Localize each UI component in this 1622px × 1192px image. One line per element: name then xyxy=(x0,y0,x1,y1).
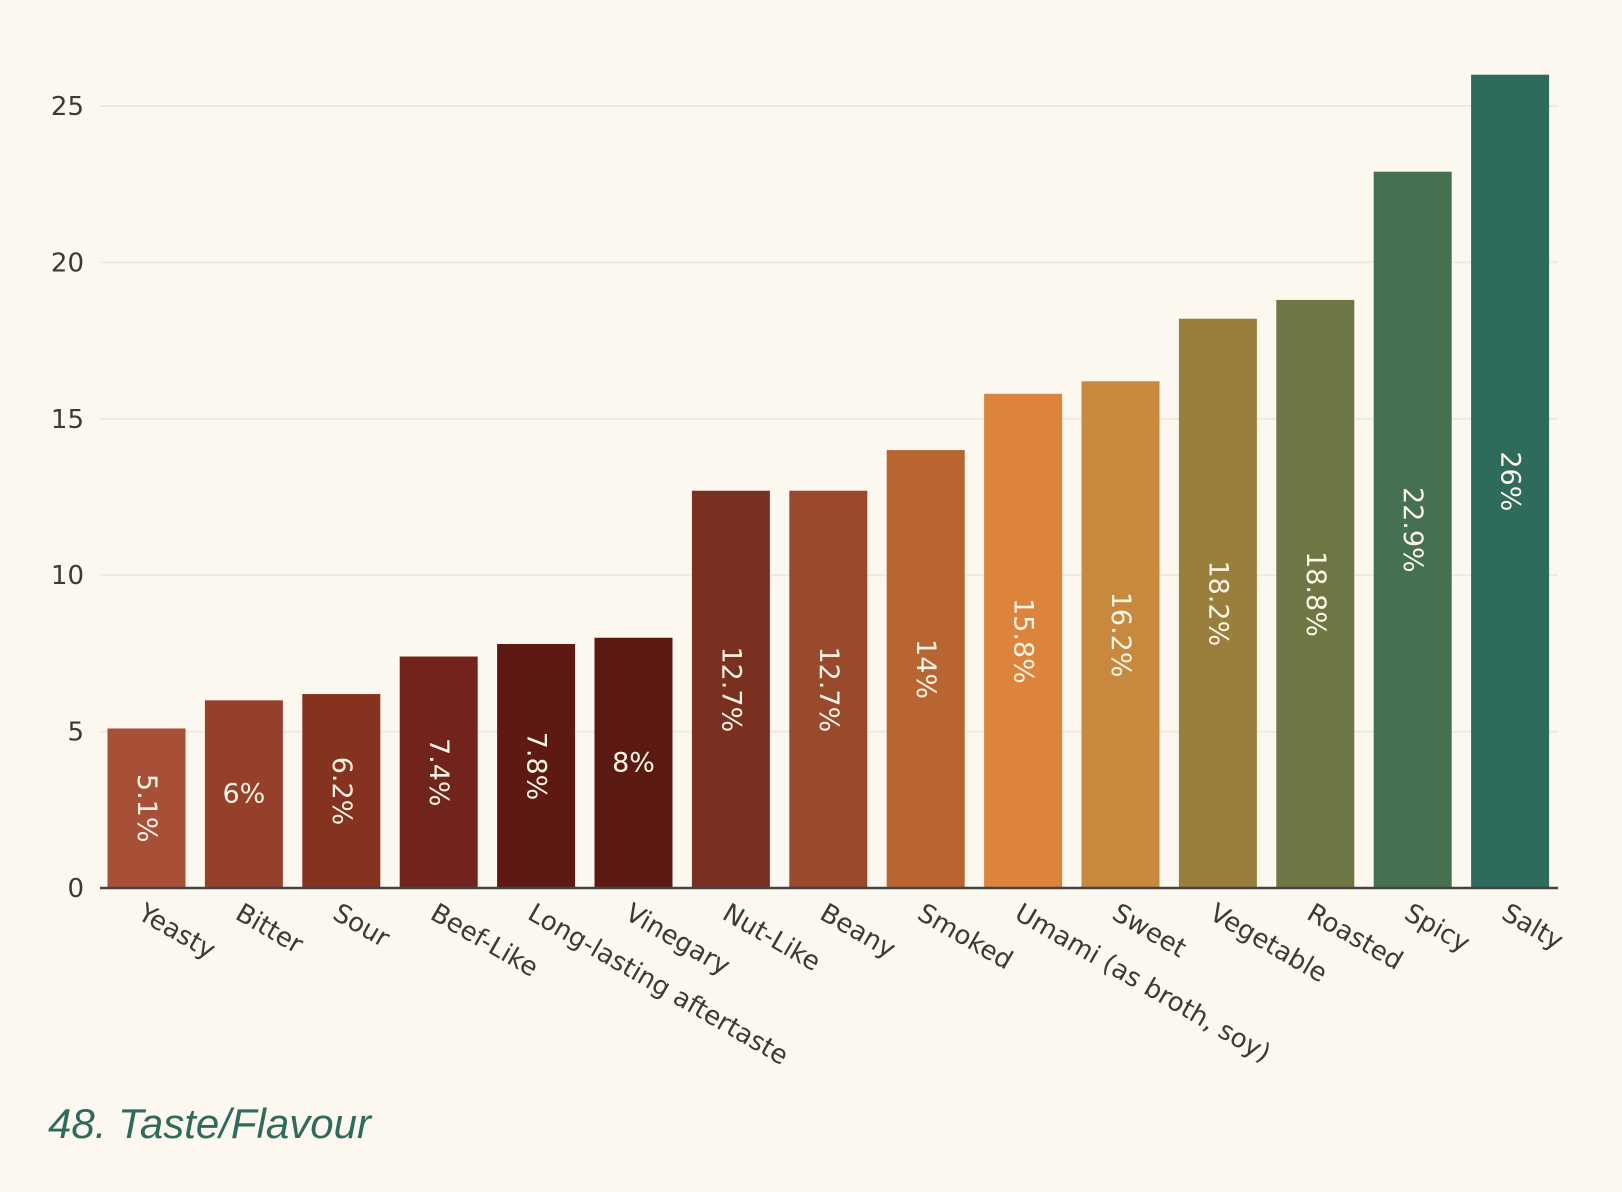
bar xyxy=(204,700,283,888)
data-label: 6% xyxy=(222,779,265,810)
y-tick-label: 10 xyxy=(51,561,84,591)
data-label: 16.2% xyxy=(1105,592,1136,678)
x-tick-label: Nut-Like xyxy=(717,898,825,978)
y-tick-label: 25 xyxy=(51,92,84,122)
bar xyxy=(399,656,478,888)
data-label: 22.9% xyxy=(1397,487,1428,573)
data-label: 12.7% xyxy=(715,646,746,732)
data-label: 18.8% xyxy=(1300,551,1331,637)
bar xyxy=(886,450,965,888)
bar xyxy=(1178,318,1257,889)
x-tick-label: Spicy xyxy=(1399,898,1475,959)
data-label: 5.1% xyxy=(131,774,162,843)
x-tick-label: Salty xyxy=(1497,898,1569,957)
bar xyxy=(789,490,868,888)
y-tick-label: 0 xyxy=(67,874,84,904)
data-label: 26% xyxy=(1495,451,1526,511)
bar xyxy=(497,644,576,888)
bar xyxy=(1081,381,1160,888)
y-tick-label: 15 xyxy=(51,405,84,435)
x-tick-label: Beany xyxy=(815,898,901,965)
chart-title: 48. Taste/Flavour xyxy=(48,1100,371,1147)
data-label: 7.8% xyxy=(521,732,552,801)
data-label: 12.7% xyxy=(813,646,844,732)
y-tick-label: 5 xyxy=(67,718,84,748)
data-label: 15.8% xyxy=(1008,598,1039,684)
bar xyxy=(302,694,381,888)
y-tick-label: 20 xyxy=(51,248,84,278)
data-label: 14% xyxy=(910,639,941,699)
bar xyxy=(1276,299,1355,888)
data-label: 7.4% xyxy=(423,738,454,807)
x-tick-label: Sour xyxy=(328,898,395,954)
bar xyxy=(107,728,186,888)
x-tick-label: Smoked xyxy=(912,898,1017,976)
bar xyxy=(984,393,1063,888)
data-label: 8% xyxy=(612,747,655,778)
x-tick-label: Yeasty xyxy=(132,898,220,966)
data-label: 6.2% xyxy=(326,757,357,826)
bar xyxy=(691,490,770,888)
bar xyxy=(1373,171,1452,889)
bar xyxy=(1471,74,1550,889)
x-tick-label: Bitter xyxy=(230,898,308,960)
bar xyxy=(594,637,673,888)
x-tick-label: Beef-Like xyxy=(425,898,543,983)
data-label: 18.2% xyxy=(1202,560,1233,646)
